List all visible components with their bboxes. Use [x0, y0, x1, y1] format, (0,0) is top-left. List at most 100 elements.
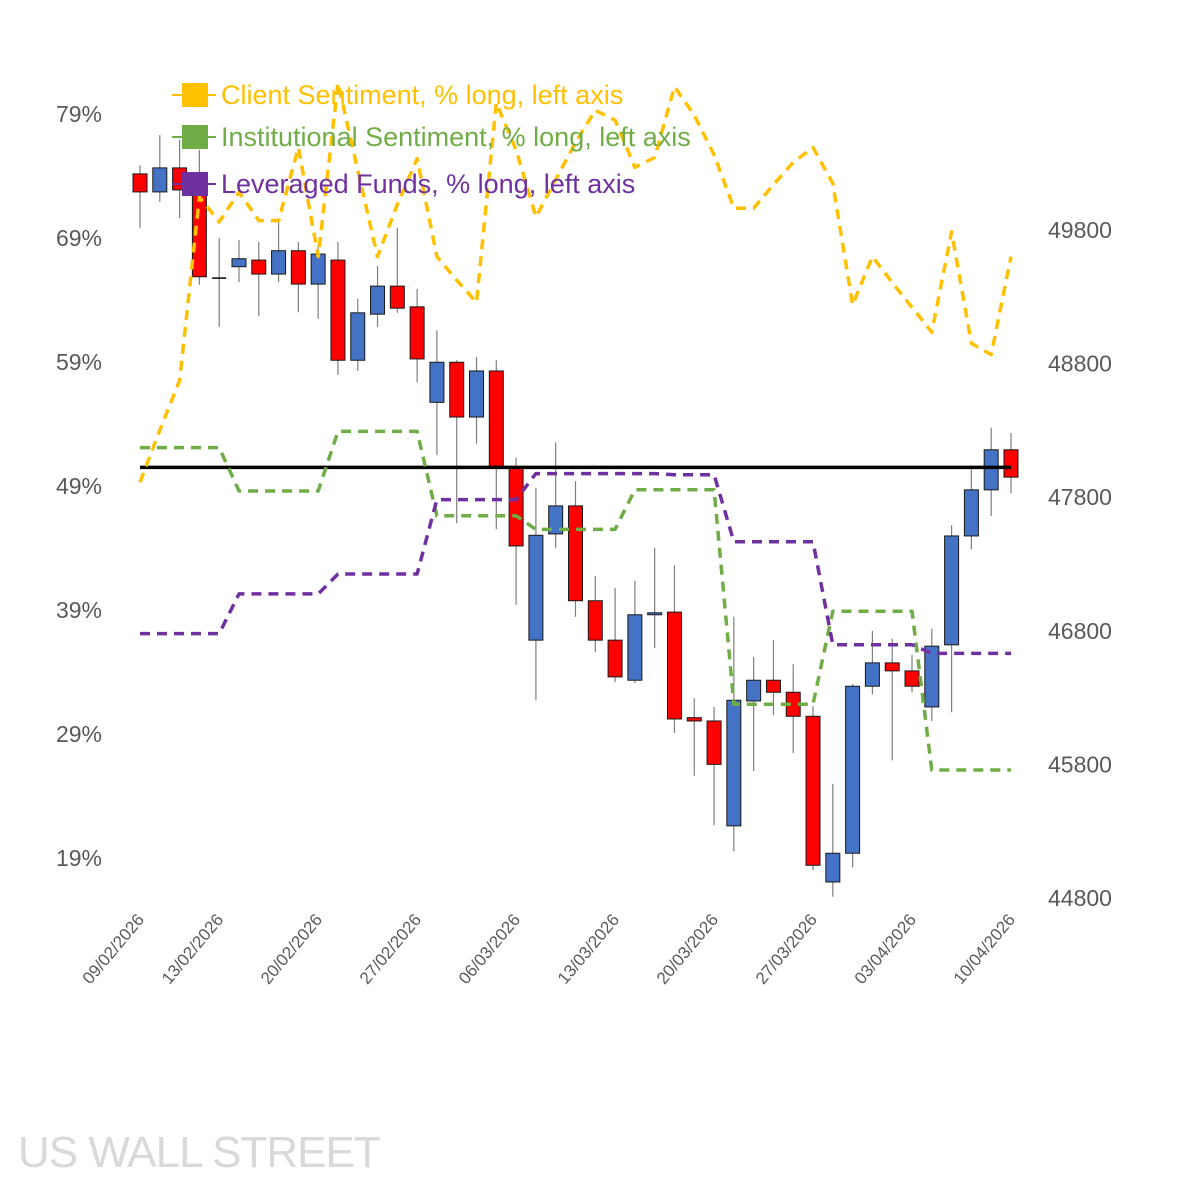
legend-item: Leveraged Funds, % long, left axis — [172, 169, 635, 199]
candle — [924, 628, 940, 721]
candle — [350, 298, 366, 371]
candle — [587, 576, 603, 653]
candle-body-down — [884, 662, 900, 672]
candle — [686, 698, 702, 776]
candle — [904, 654, 920, 693]
candle-body-up — [627, 614, 643, 681]
left-axis-tick-label: 19% — [56, 845, 102, 871]
candle-body-down — [567, 505, 583, 602]
candle — [488, 360, 504, 530]
x-axis-date-label: 03/04/2026 — [851, 910, 920, 987]
candle — [330, 242, 346, 375]
candle — [647, 547, 663, 649]
candle-body-up — [825, 852, 841, 883]
candle — [409, 288, 425, 383]
candle — [548, 442, 564, 548]
candle — [1003, 433, 1019, 494]
left-axis-tick-label: 29% — [56, 721, 102, 747]
right-axis-tick-label: 44800 — [1048, 885, 1112, 911]
x-axis-date-label: 20/02/2026 — [257, 910, 326, 987]
legend-item: Institutional Sentiment, % long, left ax… — [172, 122, 691, 152]
candle-body-up — [429, 361, 445, 403]
watermark: US WALL STREET — [18, 1128, 381, 1177]
candle — [785, 664, 801, 754]
candle-body-down — [765, 679, 781, 693]
legend-square-icon — [182, 172, 208, 196]
candle-body-down — [409, 306, 425, 360]
candle — [132, 165, 148, 228]
candlesticks — [132, 135, 1019, 897]
legend-label: Institutional Sentiment, % long, left ax… — [221, 122, 691, 152]
x-axis-date-label: 09/02/2026 — [79, 910, 148, 987]
candle — [212, 238, 227, 327]
legend-label: Client Sentiment, % long, left axis — [221, 80, 623, 110]
candle-body-up — [310, 253, 326, 285]
left-axis-tick-label: 39% — [56, 597, 102, 623]
right-axis-tick-label: 46800 — [1048, 618, 1112, 644]
candle — [528, 487, 544, 701]
candle-body-up — [983, 449, 999, 491]
left-axis-tick-label: 59% — [56, 349, 102, 375]
x-axis-date-label: 27/03/2026 — [752, 910, 821, 987]
candle-body-up — [845, 685, 861, 854]
candle-body-up — [746, 679, 762, 702]
legend-square-icon — [182, 125, 208, 149]
candle-body-down — [330, 259, 346, 361]
x-axis-date-label: 20/03/2026 — [653, 910, 722, 987]
left-axis-tick-label: 79% — [56, 101, 102, 127]
candle — [944, 525, 960, 713]
right-axis-tick-label: 48800 — [1048, 351, 1112, 377]
legend-item: Client Sentiment, % long, left axis — [172, 80, 623, 110]
candle-body-up — [231, 258, 247, 268]
candle — [191, 149, 207, 285]
candle — [231, 240, 247, 283]
x-axis: 09/02/2026 13/02/2026 20/02/2026 27/02/2026… — [79, 910, 1019, 987]
candle — [706, 706, 722, 826]
right-axis: 44800 45800 46800 47800 48800 49800 — [1048, 217, 1112, 911]
candle-body-up — [548, 505, 564, 535]
sentiment-lines — [138, 81, 1013, 772]
candle-body-up — [370, 285, 386, 315]
candle-body-up — [271, 250, 287, 275]
candle-body-up — [647, 612, 663, 616]
candle-body-down — [488, 370, 504, 468]
candle — [251, 242, 267, 317]
candle — [983, 427, 999, 516]
candle-body-up — [963, 489, 979, 537]
left-axis: 19% 29% 39% 49% 59% 69% 79% — [56, 101, 102, 871]
candle-body-down — [290, 250, 306, 285]
x-axis-date-label: 27/02/2026 — [356, 910, 425, 987]
candle-body-down — [449, 361, 465, 418]
candle — [607, 588, 623, 683]
institutional-sentiment-line — [140, 429, 1011, 772]
candle-body-up — [152, 167, 168, 193]
candle-body-up — [924, 645, 940, 708]
candle — [370, 266, 386, 327]
candle-body-down — [508, 466, 524, 547]
candle — [845, 684, 861, 868]
candle — [469, 356, 485, 444]
candle-body-up — [469, 370, 485, 418]
x-axis-date-label: 10/04/2026 — [950, 910, 1019, 987]
candle-body-down — [1003, 449, 1019, 478]
right-axis-tick-label: 45800 — [1048, 751, 1112, 777]
legend-label: Leveraged Funds, % long, left axis — [221, 169, 635, 199]
candle-body-up — [528, 534, 544, 641]
left-axis-tick-label: 69% — [56, 225, 102, 251]
legend: Client Sentiment, % long, left axis Insti… — [172, 80, 691, 199]
x-axis-date-label: 06/03/2026 — [455, 910, 524, 987]
candle-body-up — [864, 662, 880, 687]
candle-body-up — [350, 312, 366, 361]
x-axis-date-label: 13/03/2026 — [554, 910, 623, 987]
right-axis-tick-label: 49800 — [1048, 217, 1112, 243]
candle-body-down — [904, 670, 920, 687]
candle — [271, 221, 287, 283]
candle — [152, 135, 168, 202]
candle — [825, 783, 841, 897]
candle — [567, 481, 583, 617]
candle — [666, 565, 682, 734]
left-axis-tick-label: 49% — [56, 473, 102, 499]
candle-body-down — [805, 715, 821, 866]
candle — [627, 580, 643, 683]
